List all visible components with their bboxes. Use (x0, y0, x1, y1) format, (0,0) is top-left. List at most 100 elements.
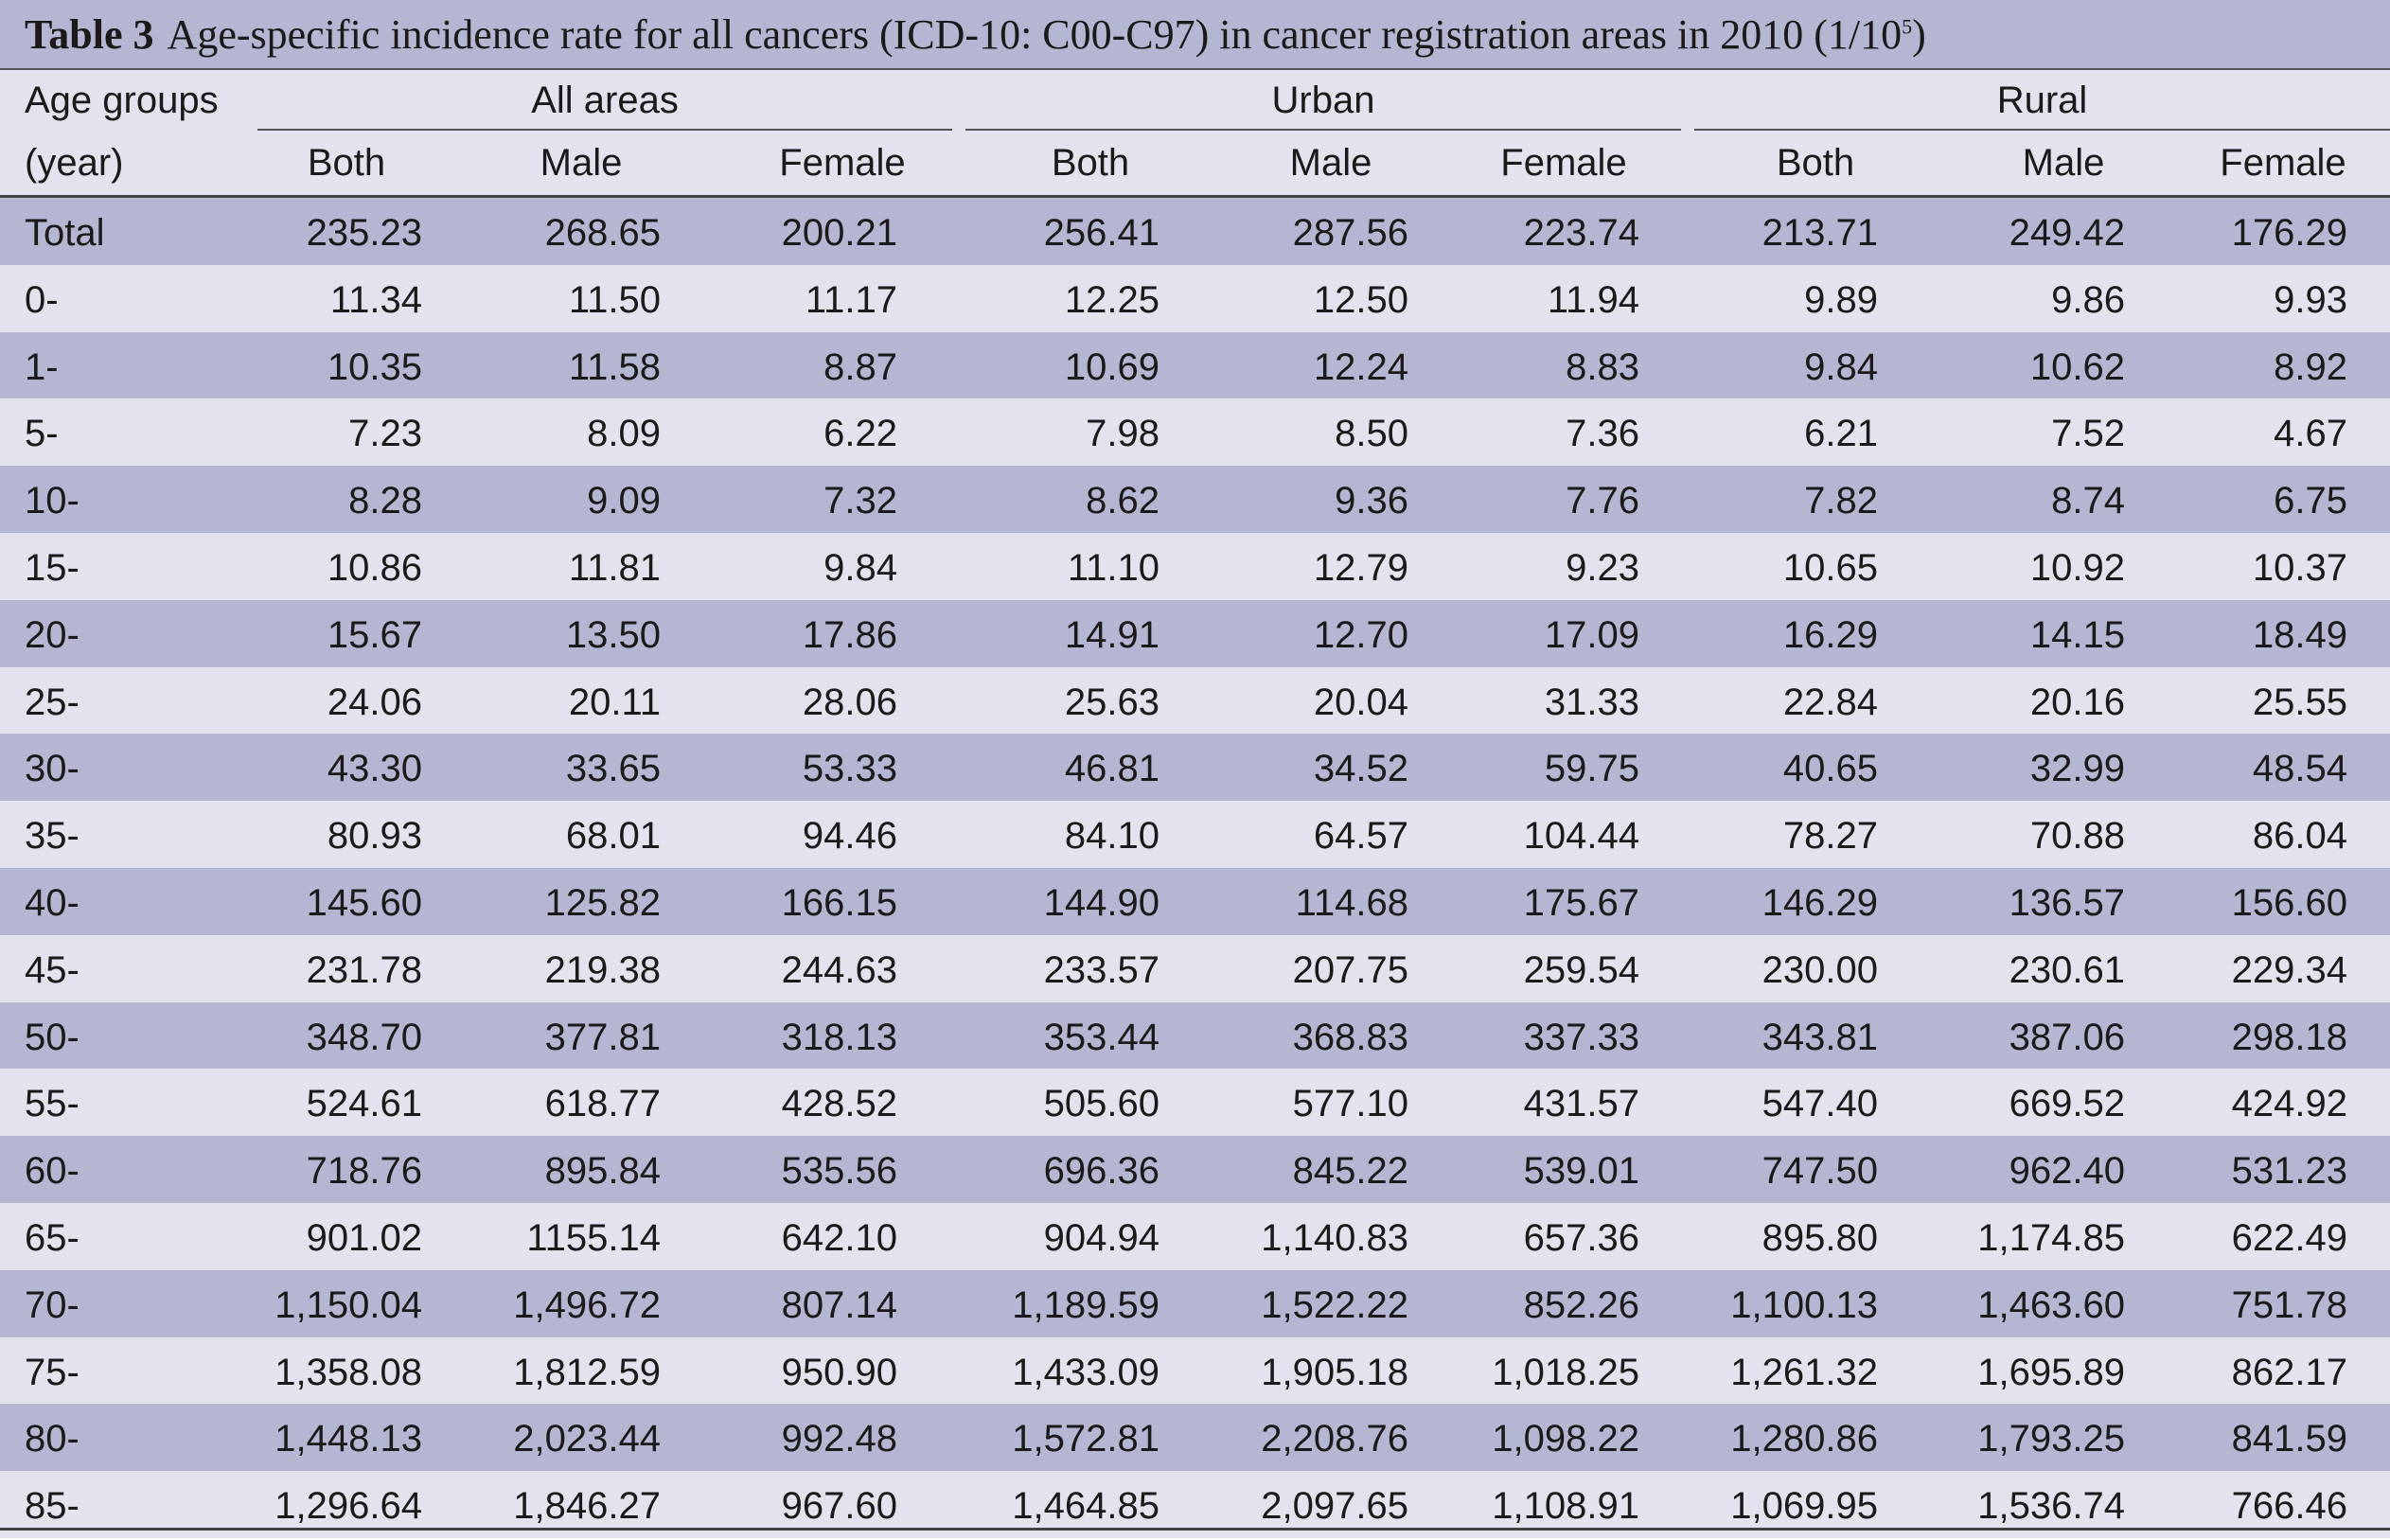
table-cell: 696.36 (1043, 1150, 1160, 1193)
table-cell: 230.00 (1762, 948, 1878, 991)
header-age-groups: Age groups (25, 80, 219, 121)
table-row: 5- 7.23 8.09 6.22 7.98 8.50 7.36 6.21 7.52 4.67 (0, 398, 2390, 467)
table-cell: 287.56 (1292, 212, 1408, 254)
table-header (0, 68, 2390, 197)
table-row: 35- 80.93 68.01 94.46 84.10 64.57 104.44 78.27 7… (0, 801, 2390, 869)
header-group-all-areas: All areas (531, 80, 679, 121)
row-label: 55- (25, 1083, 80, 1125)
header-subcol: Male (2022, 142, 2105, 184)
row-label: 25- (25, 681, 80, 723)
table-cell: 12.24 (1313, 345, 1408, 388)
header-subcol: Both (307, 142, 386, 184)
table-cell: 11.10 (1067, 547, 1160, 589)
table-cell: 10.65 (1782, 547, 1878, 589)
row-label: 35- (25, 815, 80, 858)
row-label: 75- (25, 1351, 80, 1393)
row-label: 45- (25, 948, 80, 991)
table-cell: 12.79 (1313, 547, 1408, 589)
table-cell: 967.60 (781, 1485, 897, 1528)
table-cell: 642.10 (781, 1217, 897, 1259)
table-cell: 1,100.13 (1730, 1283, 1878, 1326)
table-cell: 1,261.32 (1730, 1351, 1878, 1393)
table-cell: 1,140.83 (1261, 1217, 1408, 1259)
table-cell: 11.58 (568, 345, 661, 388)
table-cell: 505.60 (1043, 1083, 1160, 1125)
table-cell: 841.59 (2231, 1418, 2347, 1460)
table-cell: 12.25 (1064, 278, 1160, 321)
table-cell: 11.94 (1547, 278, 1639, 321)
table-cell: 1,296.64 (274, 1485, 422, 1528)
table-cell: 175.67 (1523, 882, 1639, 924)
table-cell: 318.13 (781, 1016, 897, 1058)
table-cell: 84.10 (1064, 815, 1160, 858)
table-row: 75- 1,358.08 1,812.59 950.90 1,433.09 1,905.1… (0, 1336, 2390, 1405)
table-row: 0- 11.34 11.50 11.17 12.25 12.50 11.94 9.89 9.86… (0, 264, 2390, 332)
table-cell: 8.09 (587, 413, 661, 455)
table-cell: 766.46 (2231, 1485, 2347, 1528)
table-caption-superscript: 5 (1902, 13, 1913, 38)
table-cell: 8.83 (1566, 345, 1639, 388)
table-row: 30- 43.30 33.65 53.33 46.81 34.52 59.75 40.65 32… (0, 734, 2390, 802)
table-cell: 11.50 (568, 278, 661, 321)
table-title: Table 3 Age-specific incidence rate for … (0, 0, 2390, 68)
table-cell: 70.88 (2029, 815, 2125, 858)
table-cell: 1,812.59 (513, 1351, 661, 1393)
table-cell: 669.52 (2009, 1083, 2125, 1125)
table-cell: 94.46 (802, 815, 897, 858)
table-cell: 46.81 (1064, 748, 1160, 790)
table-cell: 200.21 (781, 212, 897, 254)
table-cell: 40.65 (1782, 748, 1878, 790)
table-cell: 368.83 (1292, 1016, 1408, 1058)
table-row: 55- 524.61 618.77 428.52 505.60 577.10 431.57 5… (0, 1069, 2390, 1137)
table-cell: 64.57 (1313, 815, 1408, 858)
table-cell: 8.28 (348, 480, 422, 522)
table-row: 40- 145.60 125.82 166.15 144.90 114.68 175.67 1… (0, 868, 2390, 935)
table-cell: 524.61 (306, 1083, 422, 1125)
table-cell: 9.84 (823, 547, 897, 589)
table-cell: 223.74 (1523, 212, 1639, 254)
table-cell: 10.86 (327, 547, 422, 589)
table-cell: 1,448.13 (274, 1418, 422, 1460)
row-label: 1- (25, 345, 59, 388)
table-cell: 231.78 (306, 948, 422, 991)
table-cell: 9.09 (587, 480, 661, 522)
table-cell: 387.06 (2009, 1016, 2125, 1058)
header-subcol: Both (1051, 142, 1130, 184)
table-bottom-rule (0, 1528, 2390, 1531)
table-cell: 31.33 (1544, 681, 1639, 723)
table-row: 15- 10.86 11.81 9.84 11.10 12.79 9.23 10.65 10.9… (0, 533, 2390, 600)
row-label: Total (25, 212, 105, 254)
header-bottom-rule (0, 195, 2390, 198)
table-cell: 125.82 (544, 882, 661, 924)
table-cell: 176.29 (2231, 212, 2347, 254)
table-cell: 244.63 (781, 948, 897, 991)
table-cell: 852.26 (1523, 1283, 1639, 1326)
header-subcol: Female (1500, 142, 1627, 184)
table-row: 60- 718.76 895.84 535.56 696.36 845.22 539.01 7… (0, 1136, 2390, 1204)
table-cell: 747.50 (1762, 1150, 1878, 1193)
row-label: 40- (25, 882, 80, 924)
table-cell: 34.52 (1313, 748, 1408, 790)
table-cell: 114.68 (1295, 882, 1408, 924)
table-cell: 17.09 (1544, 613, 1639, 656)
table-cell: 431.57 (1523, 1083, 1639, 1125)
table-cell: 20.11 (568, 681, 661, 723)
header-group-rural: Rural (1996, 80, 2088, 121)
table-cell: 1,905.18 (1261, 1351, 1408, 1393)
row-label: 15- (25, 547, 80, 589)
table-cell: 424.92 (2231, 1083, 2347, 1125)
row-label: 70- (25, 1283, 80, 1326)
table-cell: 1,846.27 (513, 1485, 661, 1528)
table-cell: 48.54 (2252, 748, 2347, 790)
table-cell: 166.15 (781, 882, 897, 924)
table-cell: 10.37 (2252, 547, 2347, 589)
table-row: 85- 1,296.64 1,846.27 967.60 1,464.85 2,097.6… (0, 1471, 2390, 1539)
header-subcol: Female (2220, 142, 2346, 184)
table-row: 10- 8.28 9.09 7.32 8.62 9.36 7.76 7.82 8.74 6.75 (0, 466, 2390, 534)
table-cell: 9.84 (1804, 345, 1878, 388)
header-subcol: Both (1776, 142, 1855, 184)
table-cell: 10.69 (1064, 345, 1160, 388)
table-cell: 343.81 (1762, 1016, 1878, 1058)
table-cell: 539.01 (1523, 1150, 1639, 1193)
table-cell: 53.33 (802, 748, 897, 790)
